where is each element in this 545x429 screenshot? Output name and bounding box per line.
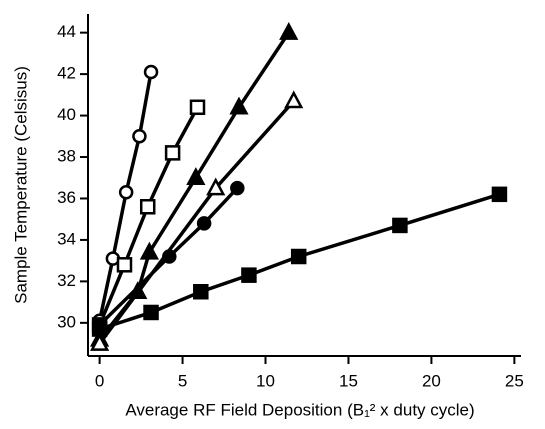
- point: [230, 180, 245, 196]
- y-tick-label: 36: [57, 188, 76, 207]
- y-axis-label: Sample Temperature (Celsisus): [11, 66, 30, 304]
- point: [206, 177, 226, 196]
- x-axis-label: Average RF Field Deposition (B₁² x duty …: [125, 400, 474, 419]
- point: [116, 257, 133, 273]
- point: [284, 90, 304, 109]
- point: [229, 96, 249, 115]
- point: [118, 185, 134, 200]
- x-tick-label: 15: [339, 371, 358, 390]
- point: [132, 129, 147, 144]
- point: [90, 332, 110, 351]
- point: [139, 241, 159, 260]
- y-tick-label: 34: [57, 229, 76, 248]
- y-tick-label: 42: [57, 64, 76, 83]
- y-tick-label: 44: [57, 22, 76, 41]
- fit-line: [98, 99, 296, 345]
- y-tick-label: 38: [57, 147, 76, 166]
- point: [279, 22, 299, 40]
- y-tick-label: 30: [57, 312, 76, 331]
- x-tick-label: 5: [178, 371, 187, 390]
- point: [128, 281, 148, 299]
- y-tick-label: 40: [57, 105, 76, 124]
- point: [139, 199, 156, 215]
- fit-line: [97, 106, 200, 326]
- x-tick-label: 25: [505, 371, 524, 390]
- point: [196, 216, 212, 231]
- point: [241, 267, 257, 283]
- point: [164, 145, 181, 161]
- point: [143, 304, 159, 321]
- x-tick-label: 0: [95, 371, 104, 390]
- x-tick-label: 20: [422, 371, 441, 390]
- point: [186, 167, 206, 185]
- point: [91, 321, 108, 337]
- y-tick-label: 32: [57, 271, 76, 290]
- point: [189, 99, 206, 116]
- point: [162, 249, 177, 264]
- x-tick-label: 10: [256, 371, 275, 390]
- point: [290, 248, 307, 265]
- point: [143, 64, 159, 80]
- point: [392, 217, 408, 234]
- point: [491, 186, 508, 203]
- point: [193, 283, 209, 300]
